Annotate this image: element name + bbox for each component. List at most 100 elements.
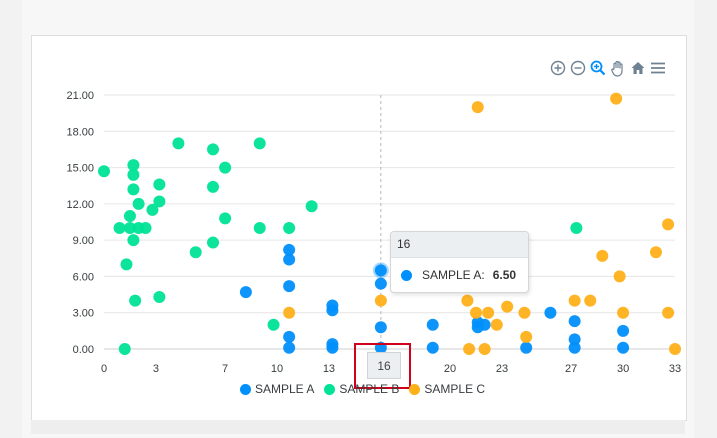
- data-point[interactable]: [326, 304, 339, 317]
- data-point[interactable]: [461, 294, 474, 307]
- legend-item-sample-c[interactable]: SAMPLE C: [409, 382, 485, 396]
- data-point[interactable]: [374, 294, 387, 307]
- legend-marker: [324, 383, 336, 395]
- data-point[interactable]: [127, 183, 140, 196]
- x-tick-label: 13: [323, 363, 335, 375]
- legend-label: SAMPLE A: [255, 382, 315, 396]
- data-point[interactable]: [127, 159, 140, 172]
- data-point[interactable]: [374, 321, 387, 334]
- data-point[interactable]: [120, 258, 133, 271]
- legend-label: SAMPLE B: [339, 382, 400, 396]
- data-point[interactable]: [426, 341, 439, 354]
- data-point[interactable]: [471, 101, 484, 114]
- data-point[interactable]: [669, 343, 681, 355]
- y-tick-label: 15.00: [66, 163, 94, 175]
- data-point[interactable]: [326, 341, 339, 354]
- data-point[interactable]: [662, 218, 675, 231]
- data-point[interactable]: [98, 165, 110, 178]
- data-point[interactable]: [520, 330, 533, 343]
- data-point[interactable]: [283, 306, 296, 319]
- data-point[interactable]: [207, 143, 220, 156]
- data-point[interactable]: [189, 246, 202, 259]
- data-point[interactable]: [129, 294, 142, 307]
- data-point[interactable]: [283, 341, 296, 354]
- y-tick-label: 0.00: [73, 344, 94, 356]
- data-point[interactable]: [617, 324, 630, 337]
- data-point[interactable]: [172, 137, 185, 150]
- x-tick-label: 10: [271, 363, 283, 375]
- data-point[interactable]: [253, 222, 266, 235]
- data-point[interactable]: [127, 168, 140, 181]
- tooltip: 16 SAMPLE A: 6.50: [390, 231, 529, 293]
- data-point[interactable]: [568, 294, 581, 307]
- data-point[interactable]: [113, 222, 126, 235]
- data-point[interactable]: [153, 290, 166, 303]
- data-point[interactable]: [482, 306, 495, 319]
- data-points: [98, 92, 681, 355]
- data-point[interactable]: [283, 253, 296, 266]
- data-point[interactable]: [478, 343, 491, 355]
- zoom-out-icon[interactable]: [569, 58, 587, 78]
- data-point[interactable]: [610, 92, 623, 105]
- data-point[interactable]: [146, 203, 159, 216]
- data-point[interactable]: [283, 222, 296, 235]
- data-point[interactable]: [617, 341, 630, 354]
- data-point[interactable]: [123, 222, 136, 235]
- data-point[interactable]: [568, 341, 581, 354]
- card-bottom-strip: [31, 420, 685, 434]
- data-point[interactable]: [283, 280, 296, 293]
- data-point[interactable]: [239, 286, 252, 299]
- menu-icon[interactable]: [649, 58, 667, 78]
- data-point[interactable]: [518, 306, 531, 319]
- data-point[interactable]: [253, 137, 266, 150]
- data-point[interactable]: [153, 178, 166, 191]
- data-point[interactable]: [463, 343, 476, 355]
- data-point[interactable]: [123, 209, 136, 222]
- tooltip-series-marker: [401, 269, 412, 281]
- legend-item-sample-b[interactable]: SAMPLE B: [324, 382, 399, 396]
- hovered-point-halo: [372, 262, 389, 279]
- data-point[interactable]: [374, 277, 387, 290]
- data-point[interactable]: [153, 195, 166, 208]
- data-point[interactable]: [267, 318, 280, 331]
- data-point[interactable]: [426, 318, 439, 331]
- pan-icon[interactable]: [609, 58, 627, 78]
- data-point[interactable]: [596, 249, 609, 262]
- reset-home-icon[interactable]: [629, 58, 647, 78]
- data-point[interactable]: [490, 318, 503, 331]
- data-point[interactable]: [584, 294, 597, 307]
- data-point[interactable]: [478, 318, 491, 331]
- zoom-selection-icon[interactable]: [589, 58, 607, 78]
- data-point[interactable]: [132, 197, 145, 210]
- data-point[interactable]: [649, 246, 662, 259]
- data-point[interactable]: [520, 341, 533, 354]
- legend-item-sample-a[interactable]: SAMPLE A: [240, 382, 314, 396]
- y-tick-label: 6.00: [73, 271, 94, 283]
- data-point[interactable]: [118, 343, 131, 355]
- data-point[interactable]: [470, 306, 483, 319]
- x-tick-label: 33: [669, 363, 681, 375]
- data-point[interactable]: [501, 300, 514, 313]
- data-point[interactable]: [544, 306, 557, 319]
- data-point[interactable]: [305, 200, 318, 213]
- data-point[interactable]: [568, 333, 581, 346]
- data-point[interactable]: [570, 222, 583, 235]
- data-point[interactable]: [613, 270, 626, 283]
- data-point[interactable]: [207, 236, 220, 249]
- data-point[interactable]: [219, 212, 232, 225]
- data-point[interactable]: [127, 234, 140, 247]
- data-point[interactable]: [219, 161, 232, 174]
- data-point[interactable]: [617, 306, 630, 319]
- data-point[interactable]: [374, 264, 387, 277]
- x-tick-label: 3: [153, 363, 159, 375]
- data-point[interactable]: [662, 306, 675, 319]
- data-point[interactable]: [283, 243, 296, 256]
- x-axis-crosshair-label: 16: [367, 352, 401, 379]
- zoom-in-icon[interactable]: [549, 58, 567, 78]
- data-point[interactable]: [283, 330, 296, 343]
- x-tick-label: 7: [222, 363, 228, 375]
- data-point[interactable]: [207, 180, 220, 193]
- data-point[interactable]: [139, 222, 152, 235]
- data-point[interactable]: [568, 315, 581, 328]
